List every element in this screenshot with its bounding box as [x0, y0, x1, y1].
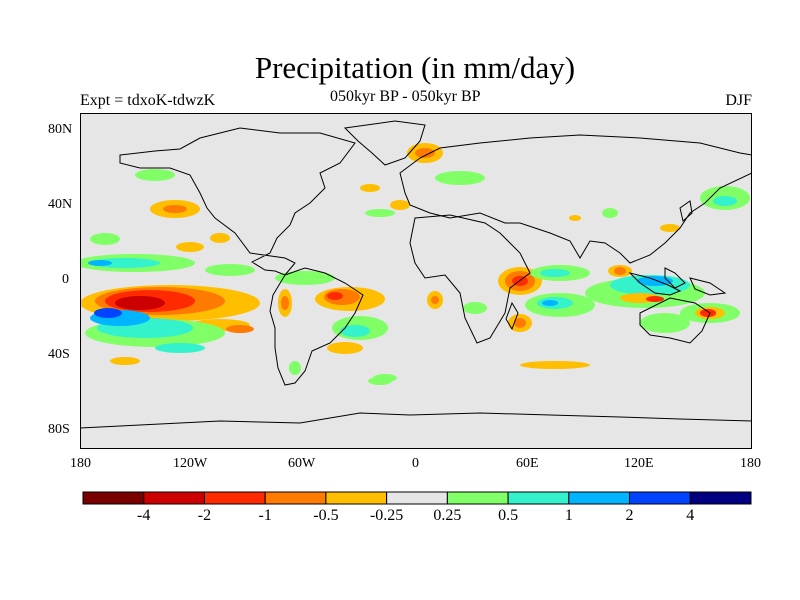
colorbar-swatch — [507, 491, 570, 505]
lat-label-0: 0 — [62, 272, 69, 287]
colorbar-label: 0.5 — [498, 507, 519, 524]
anomaly-fields — [80, 143, 750, 385]
colorbar-swatch — [386, 491, 448, 505]
colorbar-label: -1 — [258, 507, 272, 524]
colorbar-swatch — [446, 491, 509, 505]
colorbar-label: -2 — [197, 507, 212, 524]
lat-label-40n: 40N — [48, 197, 73, 212]
colorbar-label: 1 — [564, 507, 573, 524]
map-frame — [80, 113, 752, 449]
map-title: Precipitation (in mm/day) — [254, 50, 576, 85]
colorbar-label: -0.5 — [313, 507, 339, 524]
colorbar-swatch — [143, 491, 205, 505]
colorbar-swatch — [568, 491, 631, 505]
lon-label-180w: 180 — [70, 456, 91, 471]
colorbar-swatch — [689, 491, 752, 505]
colorbar-swatch — [203, 491, 266, 505]
precipitation-map — [80, 113, 752, 449]
lon-label-60e: 60E — [516, 456, 539, 471]
season-label: DJF — [725, 92, 752, 109]
colorbar-swatch — [325, 491, 388, 505]
colorbar-swatch — [629, 491, 691, 505]
lat-label-80s: 80S — [48, 422, 70, 437]
lon-label-0: 0 — [412, 456, 419, 471]
period-label: 050kyr BP - 050kyr BP — [330, 88, 481, 105]
lon-label-120e: 120E — [624, 456, 654, 471]
colorbar-label: -4 — [137, 507, 151, 524]
colorbar-swatch — [82, 491, 145, 505]
colorbar-swatch — [264, 491, 327, 505]
coastlines — [80, 120, 752, 429]
colorbar-label: 4 — [686, 507, 695, 524]
colorbar-label: 0.25 — [433, 507, 462, 524]
lon-label-180e: 180 — [740, 456, 761, 471]
lon-label-120w: 120W — [173, 456, 208, 471]
colorbar-label: -0.25 — [369, 507, 404, 524]
lon-label-60w: 60W — [288, 456, 316, 471]
experiment-label: Expt = tdxoK-tdwzK — [80, 92, 216, 109]
colorbar — [82, 491, 752, 505]
lat-label-40s: 40S — [48, 347, 70, 362]
lat-label-80n: 80N — [48, 122, 73, 137]
colorbar-label: 2 — [625, 507, 634, 524]
